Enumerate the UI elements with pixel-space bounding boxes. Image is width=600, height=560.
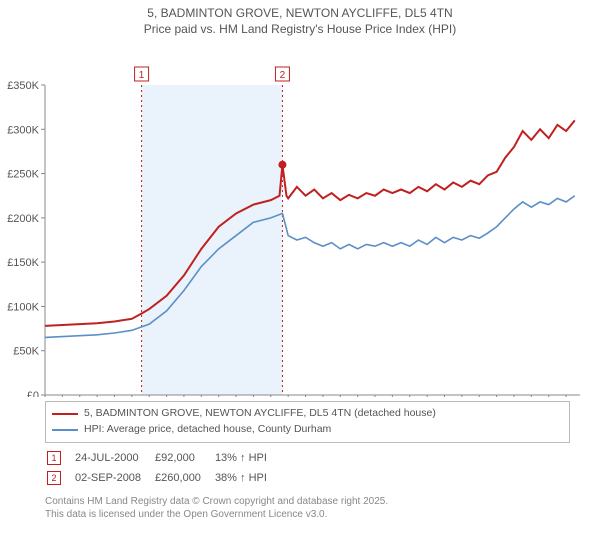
sales-table: 1 24-JUL-2000 £92,000 13% ↑ HPI 2 02-SEP… (45, 447, 281, 489)
svg-text:1: 1 (139, 70, 145, 81)
svg-text:£0: £0 (27, 390, 39, 397)
svg-text:2: 2 (280, 70, 286, 81)
legend-label: HPI: Average price, detached house, Coun… (84, 422, 331, 438)
sale-marker-2: 2 (47, 471, 61, 485)
sale-price: £260,000 (155, 469, 213, 487)
title-line2: Price paid vs. HM Land Registry's House … (144, 22, 456, 36)
svg-text:£200K: £200K (7, 213, 39, 225)
legend-item: 5, BADMINTON GROVE, NEWTON AYCLIFFE, DL5… (52, 406, 563, 422)
svg-text:£50K: £50K (13, 346, 39, 358)
footer-line1: Contains HM Land Registry data © Crown c… (45, 496, 388, 507)
svg-text:£150K: £150K (7, 257, 39, 269)
svg-text:£300K: £300K (7, 124, 39, 136)
table-row: 1 24-JUL-2000 £92,000 13% ↑ HPI (47, 449, 279, 467)
sale-delta: 38% ↑ HPI (215, 469, 279, 487)
sale-delta: 13% ↑ HPI (215, 449, 279, 467)
svg-text:£100K: £100K (7, 302, 39, 314)
legend-swatch-2 (52, 429, 78, 431)
svg-text:£250K: £250K (7, 169, 39, 181)
legend-item: HPI: Average price, detached house, Coun… (52, 422, 563, 438)
table-row: 2 02-SEP-2008 £260,000 38% ↑ HPI (47, 469, 279, 487)
svg-text:£350K: £350K (7, 80, 39, 92)
sale-price: £92,000 (155, 449, 213, 467)
legend-swatch-1 (52, 413, 78, 415)
footer: Contains HM Land Registry data © Crown c… (45, 495, 570, 521)
sale-date: 24-JUL-2000 (75, 449, 153, 467)
sale-date: 02-SEP-2008 (75, 469, 153, 487)
price-chart: £0£50K£100K£150K£200K£250K£300K£350K1995… (0, 37, 600, 397)
title-line1: 5, BADMINTON GROVE, NEWTON AYCLIFFE, DL5… (147, 6, 452, 20)
footer-line2: This data is licensed under the Open Gov… (45, 509, 327, 520)
chart-title: 5, BADMINTON GROVE, NEWTON AYCLIFFE, DL5… (0, 0, 600, 37)
sale-marker-1: 1 (47, 451, 61, 465)
legend-label: 5, BADMINTON GROVE, NEWTON AYCLIFFE, DL5… (84, 406, 436, 422)
legend: 5, BADMINTON GROVE, NEWTON AYCLIFFE, DL5… (45, 401, 570, 443)
